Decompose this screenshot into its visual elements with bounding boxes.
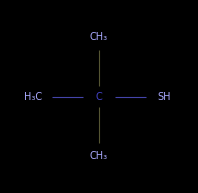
Text: CH₃: CH₃ bbox=[90, 151, 108, 161]
Text: H₃C: H₃C bbox=[24, 91, 42, 102]
Text: C: C bbox=[96, 91, 102, 102]
Text: SH: SH bbox=[158, 91, 171, 102]
Text: CH₃: CH₃ bbox=[90, 32, 108, 42]
